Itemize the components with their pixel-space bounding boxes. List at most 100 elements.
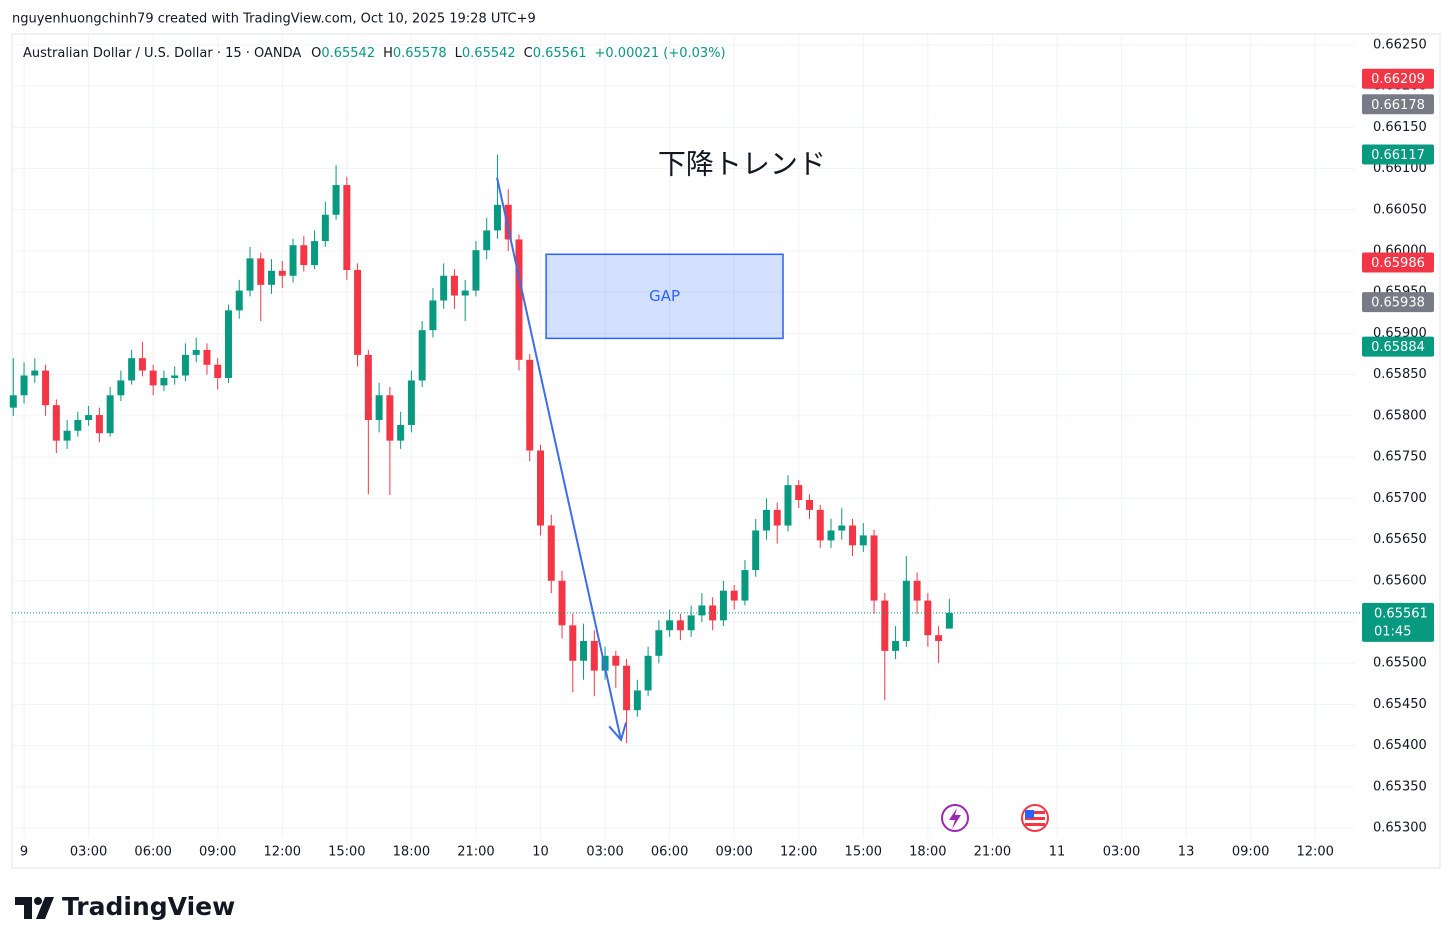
candle-body bbox=[95, 415, 103, 434]
candle-body bbox=[709, 605, 717, 621]
x-tick-label: 09:00 bbox=[715, 845, 752, 860]
candle-body bbox=[375, 395, 383, 421]
price-tag bbox=[1362, 336, 1434, 357]
x-tick-label: 03:00 bbox=[1103, 845, 1140, 860]
candle-body bbox=[63, 430, 71, 441]
candle-body bbox=[537, 450, 545, 526]
candle-body bbox=[493, 204, 501, 231]
legend-value: 0.65578 bbox=[393, 46, 447, 61]
candle-body bbox=[203, 349, 211, 365]
y-tick-label: 0.66050 bbox=[1373, 202, 1427, 217]
candle-body bbox=[945, 612, 953, 629]
price-tag bbox=[1362, 252, 1434, 273]
y-tick-label: 0.66100 bbox=[1373, 161, 1427, 176]
x-tick-label: 18:00 bbox=[909, 845, 946, 860]
price-tag-label: 0.66117 bbox=[1371, 148, 1425, 163]
candle-body bbox=[515, 239, 523, 360]
logo-mark bbox=[34, 897, 42, 905]
grid bbox=[12, 35, 1355, 838]
candle-body bbox=[730, 590, 738, 601]
price-tag bbox=[1362, 68, 1434, 89]
candle-body bbox=[612, 655, 620, 666]
countdown: 01:45 bbox=[1374, 624, 1411, 639]
logo-mark bbox=[15, 897, 32, 919]
candle-body bbox=[85, 415, 93, 421]
price-tag-label: 0.65884 bbox=[1371, 340, 1425, 355]
candle-body bbox=[354, 269, 362, 355]
candle-body bbox=[74, 420, 82, 431]
logo-mark bbox=[36, 897, 54, 919]
x-tick-label: 21:00 bbox=[974, 845, 1011, 860]
x-tick-label: 03:00 bbox=[70, 845, 107, 860]
x-tick-label: 21:00 bbox=[457, 845, 494, 860]
price-tag bbox=[1362, 94, 1434, 115]
legend-key: L bbox=[455, 46, 463, 61]
x-tick-label: 03:00 bbox=[586, 845, 623, 860]
y-tick-label: 0.65450 bbox=[1373, 697, 1427, 712]
x-tick-label: 09:00 bbox=[199, 845, 236, 860]
candle-body bbox=[483, 230, 491, 251]
candle-body bbox=[31, 370, 39, 376]
event-icon bbox=[941, 804, 969, 832]
x-tick-label: 15:00 bbox=[328, 845, 365, 860]
candle-body bbox=[666, 620, 674, 631]
gap-box bbox=[545, 253, 784, 340]
candle-body bbox=[106, 395, 114, 434]
candle-body bbox=[924, 600, 932, 636]
candle-body bbox=[881, 600, 889, 651]
candle-body bbox=[472, 250, 480, 291]
candle-body bbox=[257, 258, 265, 285]
candle-body bbox=[42, 370, 50, 406]
y-tick-label: 0.65300 bbox=[1373, 821, 1427, 836]
candle-body bbox=[687, 615, 695, 631]
y-tick-label: 0.65850 bbox=[1373, 367, 1427, 382]
candle-body bbox=[224, 310, 232, 378]
y-tick-label: 0.65350 bbox=[1373, 779, 1427, 794]
chart-frame bbox=[11, 33, 1441, 869]
candle-body bbox=[838, 525, 846, 531]
legend-change: +0.00021 (+0.03%) bbox=[595, 46, 726, 61]
x-tick-label: 12:00 bbox=[264, 845, 301, 860]
candle-body bbox=[332, 185, 340, 215]
y-tick-label: 0.65800 bbox=[1373, 408, 1427, 423]
candle-body bbox=[450, 275, 458, 296]
x-tick-label: 12:00 bbox=[780, 845, 817, 860]
last-price-label: 0.65561 bbox=[1374, 606, 1428, 621]
candle-body bbox=[440, 275, 448, 301]
candle-body bbox=[935, 635, 943, 641]
price-tag bbox=[1362, 292, 1434, 313]
x-tick-label: 9 bbox=[20, 845, 28, 860]
price-tag-label: 0.66178 bbox=[1371, 98, 1425, 113]
price-tag-label: 0.65938 bbox=[1371, 296, 1425, 311]
candle-body bbox=[397, 424, 405, 441]
flag-icon bbox=[1021, 804, 1049, 832]
annotation-text: 下降トレンド bbox=[658, 147, 826, 180]
candle-body bbox=[278, 270, 286, 276]
flag-canton bbox=[1025, 810, 1034, 818]
x-tick-label: 06:00 bbox=[651, 845, 688, 860]
candle-body bbox=[418, 330, 426, 381]
candle-body bbox=[504, 204, 512, 240]
candle-body bbox=[407, 380, 415, 425]
axes: 9 03:00 06:00 09:00 12:00 15:00 18:00 21:00 10 03… bbox=[20, 37, 1434, 860]
candle-body bbox=[429, 300, 437, 331]
candle-body bbox=[580, 640, 588, 661]
candle-body bbox=[719, 590, 727, 621]
y-tick-label: 0.65750 bbox=[1373, 450, 1427, 465]
price-tag bbox=[1362, 144, 1434, 165]
drawings: 下降トレンド GAP bbox=[496, 147, 826, 742]
candle-body bbox=[343, 185, 351, 270]
candle-body bbox=[547, 525, 555, 581]
x-tick-label: 18:00 bbox=[393, 845, 430, 860]
candle-body bbox=[849, 525, 857, 546]
candle-body bbox=[526, 359, 534, 451]
candle-body bbox=[138, 358, 146, 371]
x-tick-label: 12:00 bbox=[1296, 845, 1333, 860]
price-tag-label: 0.66209 bbox=[1371, 72, 1425, 87]
candle-body bbox=[268, 270, 276, 285]
y-tick-label: 0.66250 bbox=[1373, 37, 1427, 52]
lightning-icon bbox=[949, 808, 961, 829]
candle-body bbox=[762, 509, 770, 531]
trend-arrow bbox=[496, 177, 622, 741]
